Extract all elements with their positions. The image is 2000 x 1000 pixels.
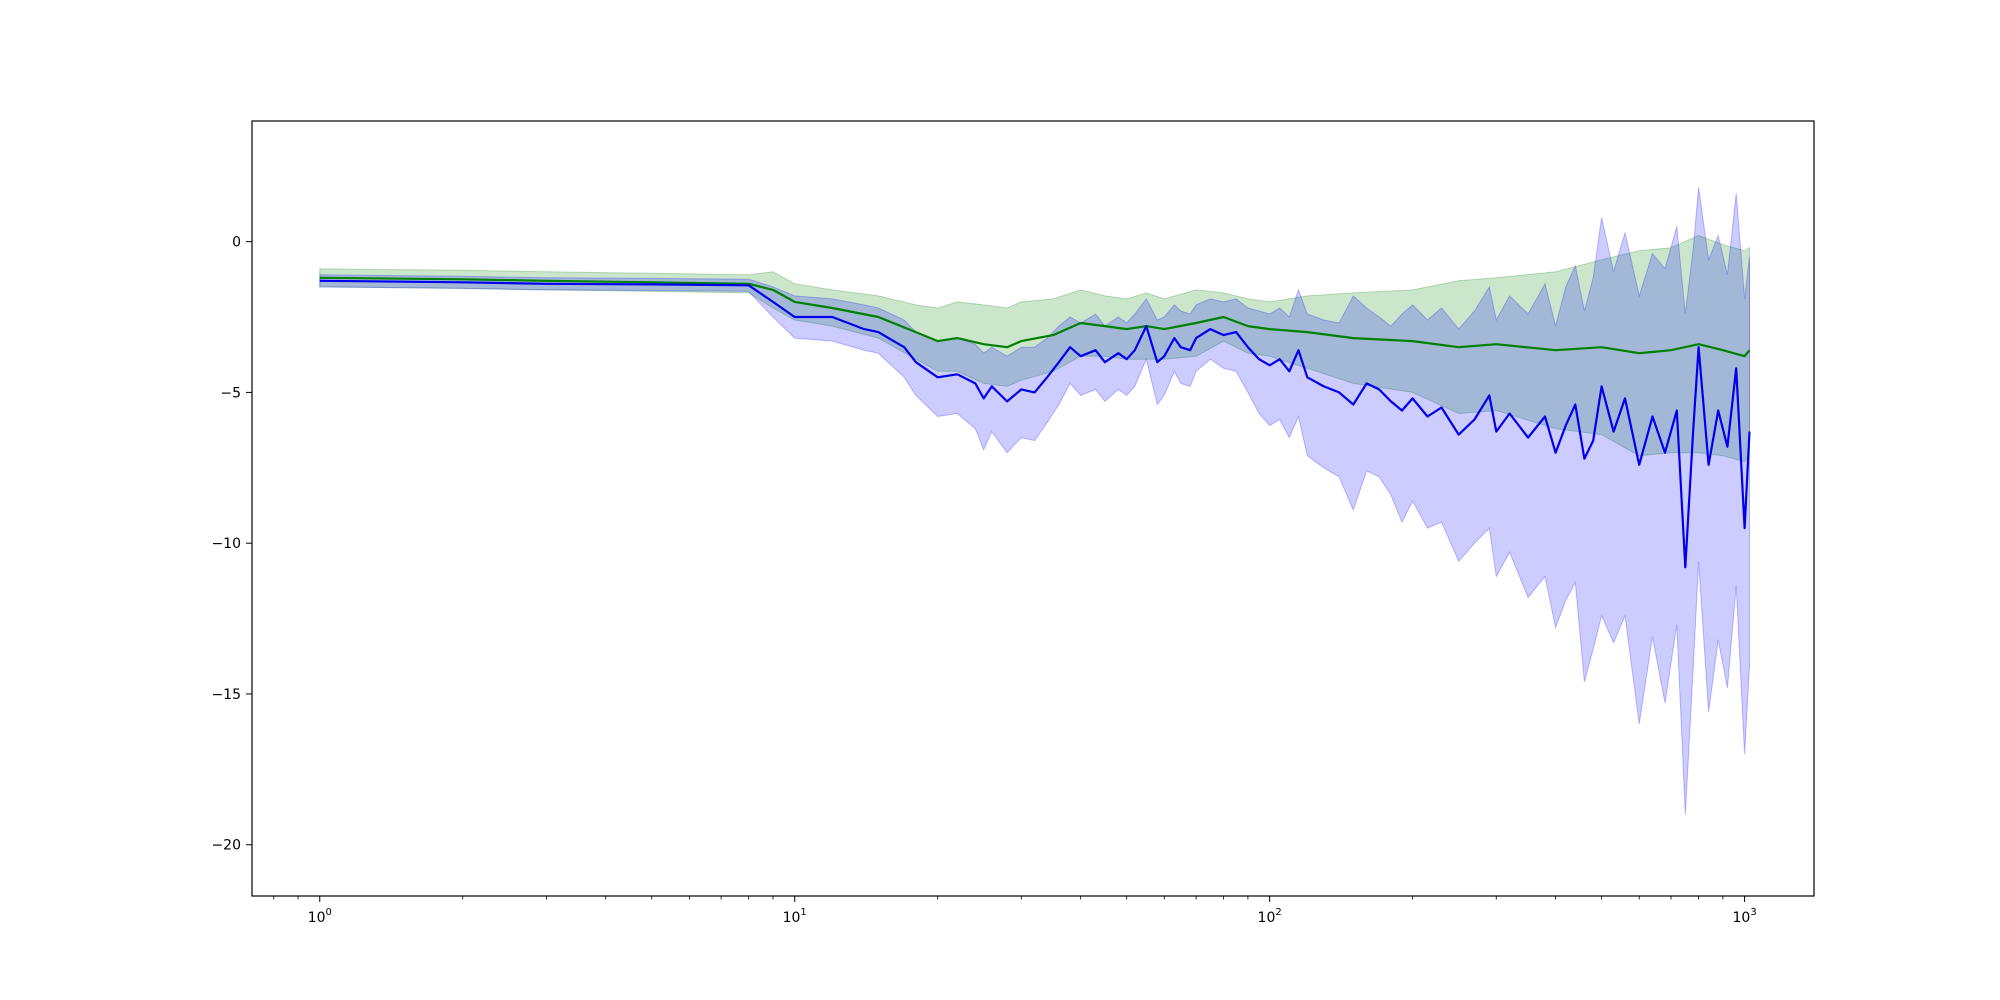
series-line-0 — [319, 276, 1751, 358]
y-axis-ticks: 0 −5 −10 −15 −20 — [211, 235, 252, 854]
y-tick-label-4: −20 — [211, 838, 241, 854]
y-tick-label-0: 0 — [232, 235, 241, 251]
series-line-1 — [319, 279, 1751, 569]
y-tick-label-3: −15 — [211, 687, 241, 703]
series-lines — [319, 276, 1751, 569]
x-axis-ticks: 100 101 102 103 — [273, 896, 1757, 926]
y-tick-label-1: −5 — [220, 385, 241, 401]
x-tick-label-2: 102 — [1258, 907, 1282, 926]
x-tick-label-0: 100 — [308, 907, 332, 926]
plot-frame — [251, 120, 1815, 897]
x-tick-label-3: 103 — [1732, 907, 1756, 926]
band-1 — [319, 187, 1750, 815]
x-tick-label-1: 101 — [783, 907, 807, 926]
y-tick-label-2: −10 — [211, 536, 241, 552]
